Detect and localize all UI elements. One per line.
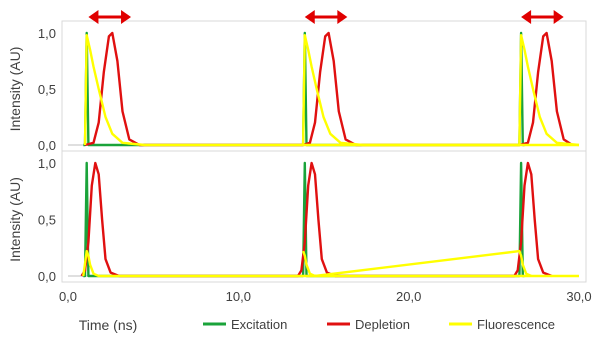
y-tick-label: 0,0 — [38, 138, 56, 153]
x-tick-label: 30,0 — [566, 289, 591, 304]
legend-label: Fluorescence — [477, 317, 555, 332]
x-tick-label: 10,0 — [226, 289, 251, 304]
double-arrow-right-head — [553, 10, 564, 24]
y-tick-label: 0,5 — [38, 213, 56, 228]
series-line-depletion — [84, 31, 573, 147]
series-line-fluorescence — [301, 34, 580, 147]
series-line-depletion — [80, 161, 553, 278]
double-arrow-left-head — [521, 10, 532, 24]
x-tick-label: 20,0 — [396, 289, 421, 304]
y-axis-label: Intensity (AU) — [7, 47, 23, 132]
series-line-excitation — [83, 161, 525, 278]
y-tick-label: 0,5 — [38, 82, 56, 97]
x-tick-label: 0,0 — [59, 289, 77, 304]
double-arrow-left-head — [88, 10, 99, 24]
y-axis-label: Intensity (AU) — [7, 177, 23, 262]
series-line-fluorescence — [83, 34, 579, 147]
x-axis-label: Time (ns) — [79, 317, 138, 333]
double-arrow-right-head — [121, 10, 132, 24]
y-tick-label: 1,0 — [38, 156, 56, 171]
double-arrow-left-head — [304, 10, 315, 24]
y-tick-label: 0,0 — [38, 269, 56, 284]
panel-frame-bottom — [61, 150, 587, 283]
series-line-fluorescence — [301, 249, 532, 278]
y-tick-label: 1,0 — [38, 26, 56, 41]
series-line-fluorescence — [82, 249, 579, 278]
legend-label: Excitation — [231, 317, 287, 332]
legend-label: Depletion — [355, 317, 410, 332]
double-arrow-right-head — [337, 10, 348, 24]
